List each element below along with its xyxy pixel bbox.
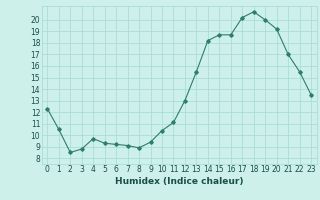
X-axis label: Humidex (Indice chaleur): Humidex (Indice chaleur) xyxy=(115,177,244,186)
